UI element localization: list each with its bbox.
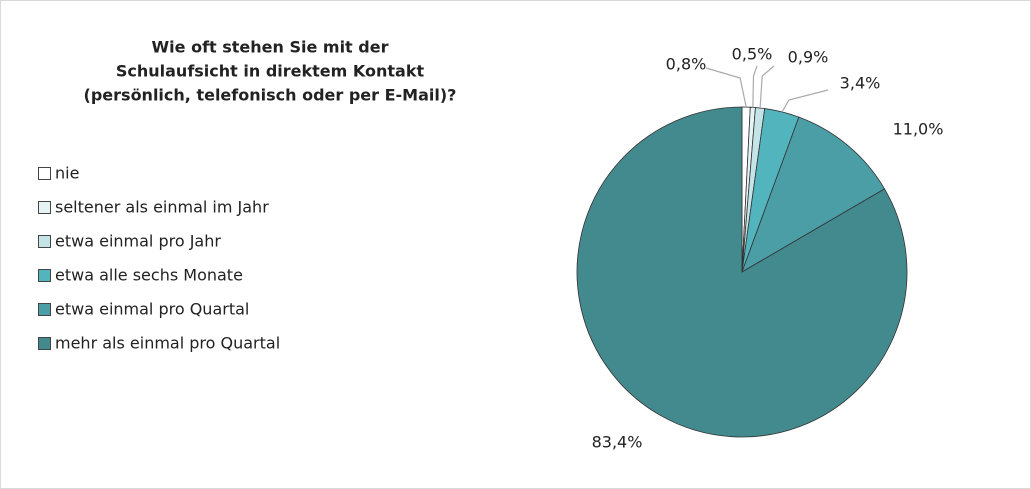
legend-swatch — [38, 303, 51, 316]
legend-swatch — [38, 337, 51, 350]
chart-title: Schulaufsicht in direktem Kontakt — [116, 62, 425, 81]
pie-slice — [741, 116, 886, 273]
data-label: 0,5% — [732, 45, 773, 64]
legend-label: etwa einmal pro Quartal — [55, 300, 249, 319]
legend-label: nie — [55, 164, 79, 183]
legend-label: mehr als einmal pro Quartal — [55, 334, 280, 353]
legend-label: etwa einmal pro Jahr — [55, 232, 221, 251]
data-label: 0,9% — [788, 48, 829, 67]
chart-title: Wie oft stehen Sie mit der — [152, 38, 389, 57]
data-label: 3,4% — [840, 74, 881, 93]
legend-label: seltener als einmal im Jahr — [55, 198, 269, 217]
leader-line — [781, 89, 829, 113]
chart-title: (persönlich, telefonisch oder per E-Mail… — [84, 86, 457, 105]
data-label: 11,0% — [893, 120, 944, 139]
data-label: 83,4% — [592, 433, 643, 452]
leader-line — [705, 67, 747, 108]
leader-line — [759, 65, 775, 109]
legend-label: etwa alle sechs Monate — [55, 266, 243, 285]
data-label: 0,8% — [666, 55, 707, 74]
legend-swatch — [38, 201, 51, 214]
legend-swatch — [38, 269, 51, 282]
pie-slice — [576, 106, 908, 438]
leader-line — [752, 65, 758, 108]
legend-swatch — [38, 167, 51, 180]
legend-swatch — [38, 235, 51, 248]
